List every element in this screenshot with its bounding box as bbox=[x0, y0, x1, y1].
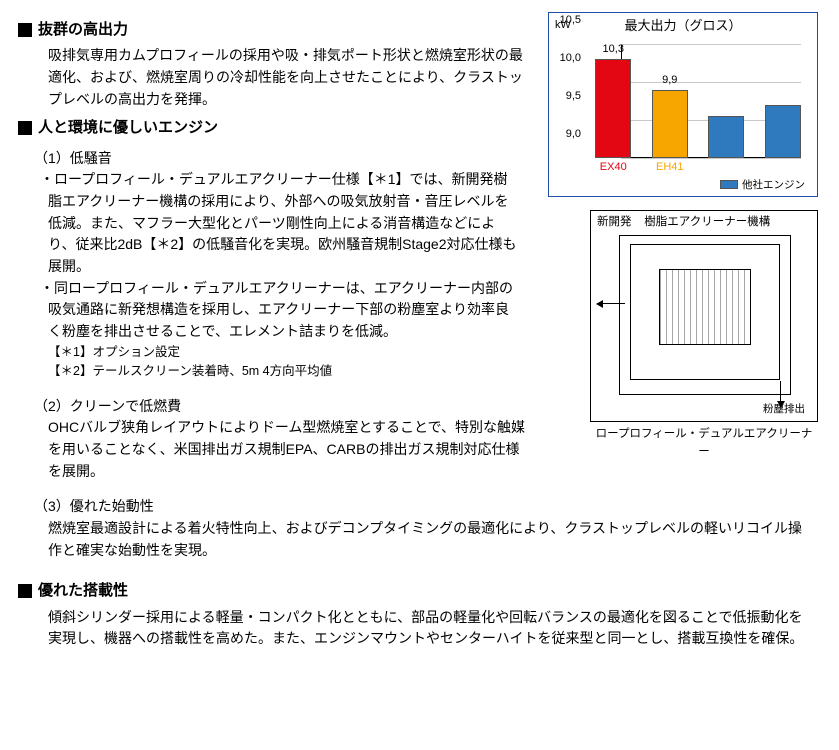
section-title-text: 人と環境に優しいエンジン bbox=[38, 116, 218, 139]
chart-ytick: 9,0 bbox=[557, 126, 581, 143]
section-body: 傾斜シリンダー採用による軽量・コンパクト化とともに、部品の軽量化や回転バランスの… bbox=[48, 607, 808, 650]
chart-ytick: 10,5 bbox=[557, 12, 581, 29]
bullet-box bbox=[18, 23, 32, 37]
sub-body: OHCバルブ狭角レイアウトによりドーム型燃焼室とすることで、特別な触媒を用いるこ… bbox=[48, 417, 528, 482]
diagram-housing-inner bbox=[630, 244, 780, 380]
power-chart: 最大出力（グロス） kW 10,3EX409,9EH41 他社エンジン 9,09… bbox=[548, 12, 818, 197]
sub-body: 燃焼室最適設計による着火特性向上、およびデコンプタイミングの最適化により、クラス… bbox=[48, 518, 808, 561]
sub-body: ・ロープロフィール・デュアルエアクリーナー仕様【＊1】では、新開発樹脂エアクリー… bbox=[40, 169, 520, 277]
chart-bar-label: EH41 bbox=[645, 159, 695, 176]
chart-bar-value: 9,9 bbox=[650, 72, 690, 89]
section-title-mount: 優れた搭載性 bbox=[18, 579, 821, 602]
section-body: 吸排気専用カムプロフィールの採用や吸・排気ポート形状と燃焼室形状の最適化、および… bbox=[48, 45, 528, 110]
chart-title: 最大出力（グロス） bbox=[549, 13, 817, 36]
diagram-filter bbox=[659, 269, 751, 345]
bullet-box bbox=[18, 584, 32, 598]
diagram-caption: ロープロフィール・デュアルエアクリーナー bbox=[590, 426, 818, 462]
legend-label: 他社エンジン bbox=[742, 177, 805, 193]
chart-bar bbox=[652, 90, 688, 158]
chart-bar bbox=[708, 116, 744, 158]
chart-bar-label: EX40 bbox=[588, 159, 638, 176]
chart-bar bbox=[595, 59, 631, 158]
chart-gridline bbox=[621, 82, 801, 83]
section-title-text: 抜群の高出力 bbox=[38, 18, 128, 41]
aircleaner-diagram: 新開発 樹脂エアクリーナー機構 粉塵排出 ロープロフィール・デュアルエアクリーナ… bbox=[590, 210, 818, 462]
chart-area: 10,3 EX40 9,9 EH41 bbox=[585, 38, 809, 178]
chart-gridline bbox=[621, 44, 801, 45]
diagram-dust-label: 粉塵排出 bbox=[763, 401, 805, 417]
bullet-box bbox=[18, 121, 32, 135]
chart-bar-value: 10,3 bbox=[593, 41, 633, 58]
sub-body: ・同ロープロフィール・デュアルエアクリーナーは、エアクリーナー内部の吸気通路に新… bbox=[40, 278, 520, 343]
section-title-text: 優れた搭載性 bbox=[38, 579, 128, 602]
diagram-frame: 新開発 樹脂エアクリーナー機構 粉塵排出 bbox=[590, 210, 818, 422]
diagram-label-new: 新開発 bbox=[597, 216, 632, 228]
diagram-label-mechanism: 樹脂エアクリーナー機構 bbox=[644, 216, 770, 228]
chart-bar bbox=[765, 105, 801, 158]
diagram-title: 新開発 樹脂エアクリーナー機構 bbox=[591, 211, 817, 235]
sub-heading: （3）優れた始動性 bbox=[34, 496, 821, 518]
legend-swatch bbox=[720, 180, 738, 189]
chart-ytick: 9,5 bbox=[557, 88, 581, 105]
chart-legend: 他社エンジン bbox=[720, 177, 805, 193]
chart-ytick: 10,0 bbox=[557, 50, 581, 67]
diagram-housing bbox=[619, 235, 791, 395]
